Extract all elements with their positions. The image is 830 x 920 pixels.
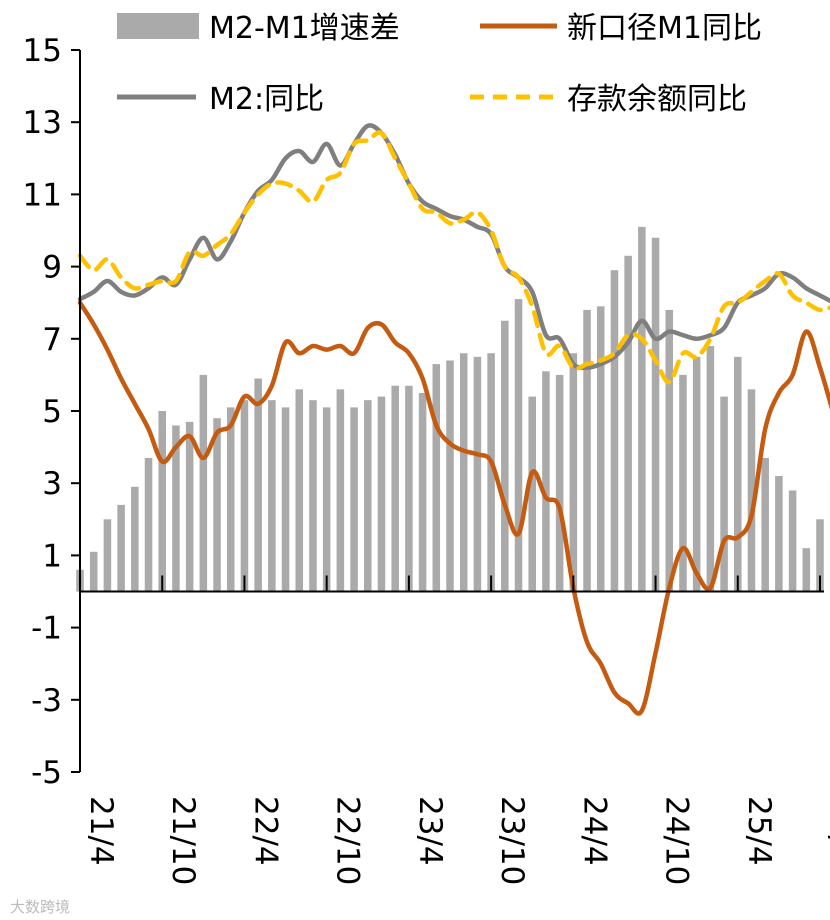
- bar: [514, 299, 523, 592]
- bar: [501, 320, 509, 592]
- bar: [734, 356, 742, 592]
- bar: [172, 425, 180, 592]
- y-tick-label: 13: [23, 105, 62, 141]
- bar: [802, 548, 811, 592]
- bar: [364, 400, 372, 592]
- bar: [665, 309, 674, 592]
- bar: [761, 457, 769, 592]
- x-tick-label: 21/10: [165, 796, 201, 885]
- x-tick-label: 24/10: [659, 796, 695, 885]
- bar: [473, 356, 482, 592]
- bar: [336, 389, 345, 592]
- bar: [254, 378, 262, 592]
- bar: [418, 392, 427, 592]
- y-tick-label: 11: [23, 177, 62, 213]
- bar: [158, 411, 166, 592]
- bar: [281, 407, 290, 592]
- series-line-new-m1: [77, 300, 830, 716]
- bar: [309, 400, 317, 592]
- bars-layer: [76, 226, 830, 592]
- x-tick-label: 21/4: [83, 796, 119, 866]
- legend-label-new-m1: 新口径M1同比: [567, 11, 762, 46]
- bar: [487, 353, 495, 592]
- bar: [295, 389, 304, 592]
- bar: [816, 519, 824, 592]
- legend: M2-M1增速差 新口径M1同比 M2:同比 存款余额同比: [117, 11, 762, 117]
- bar: [569, 353, 578, 592]
- bar: [405, 385, 413, 592]
- legend-swatch-bar: [117, 13, 199, 39]
- x-tick-label: 25/4: [741, 796, 777, 866]
- legend-label-deposit: 存款余额同比: [567, 82, 747, 117]
- legend-label-m2-m1-gap: M2-M1增速差: [209, 11, 400, 46]
- y-tick-label: 15: [23, 33, 62, 69]
- bar: [706, 346, 715, 592]
- bar: [117, 504, 125, 592]
- bar: [391, 385, 399, 592]
- y-tick-label: 5: [42, 394, 62, 430]
- bar: [610, 270, 619, 592]
- bar: [583, 309, 591, 592]
- bar: [350, 407, 358, 592]
- bar: [555, 374, 564, 592]
- bar: [624, 255, 632, 592]
- y-tick-label: -3: [31, 683, 62, 719]
- bar: [528, 396, 536, 592]
- bar: [240, 400, 249, 592]
- bar: [692, 356, 701, 592]
- y-tick-label: -5: [31, 755, 62, 791]
- bar: [213, 418, 221, 592]
- x-tick-label: 23/4: [412, 796, 448, 866]
- bar: [322, 407, 331, 592]
- bar: [446, 360, 454, 592]
- watermark: 大数跨境: [10, 898, 70, 916]
- y-tick-label: -1: [31, 611, 62, 647]
- y-tick-label: 3: [42, 466, 62, 502]
- bar: [720, 396, 728, 592]
- y-tick-label: 7: [42, 322, 62, 358]
- series-line-deposit: [77, 130, 830, 385]
- bar: [144, 457, 153, 592]
- bar: [89, 551, 98, 592]
- series-line-m2: [77, 123, 830, 371]
- x-tick-label: 23/10: [494, 796, 530, 885]
- bar: [542, 371, 550, 592]
- y-tick-label: 9: [42, 250, 62, 286]
- bar: [679, 374, 687, 592]
- bar: [596, 306, 605, 592]
- bar: [638, 226, 646, 592]
- bar: [103, 519, 112, 592]
- x-tick-label: 22/10: [330, 796, 366, 885]
- legend-label-m2: M2:同比: [209, 82, 324, 117]
- bar: [747, 389, 756, 592]
- bar: [459, 353, 468, 592]
- bar: [226, 407, 235, 592]
- bar: [788, 490, 797, 592]
- bar: [185, 421, 194, 592]
- bar: [775, 475, 783, 592]
- y-tick-label: 1: [42, 538, 62, 574]
- bar: [651, 237, 660, 592]
- x-tick-label: 22/4: [247, 796, 283, 866]
- lines-layer: [77, 123, 830, 716]
- x-tick-label: 24/4: [576, 796, 612, 866]
- bar: [377, 396, 386, 592]
- bar: [268, 400, 276, 592]
- bar: [432, 364, 441, 592]
- x-tick-label: 25/10: [823, 796, 830, 885]
- bar: [199, 374, 208, 592]
- bar: [131, 486, 139, 592]
- ticks-layer: 15 13 11 9 7 5 3 1 -1 -3 -5 21/4 21/10 22/4 22/10 23/4 2…: [23, 33, 830, 885]
